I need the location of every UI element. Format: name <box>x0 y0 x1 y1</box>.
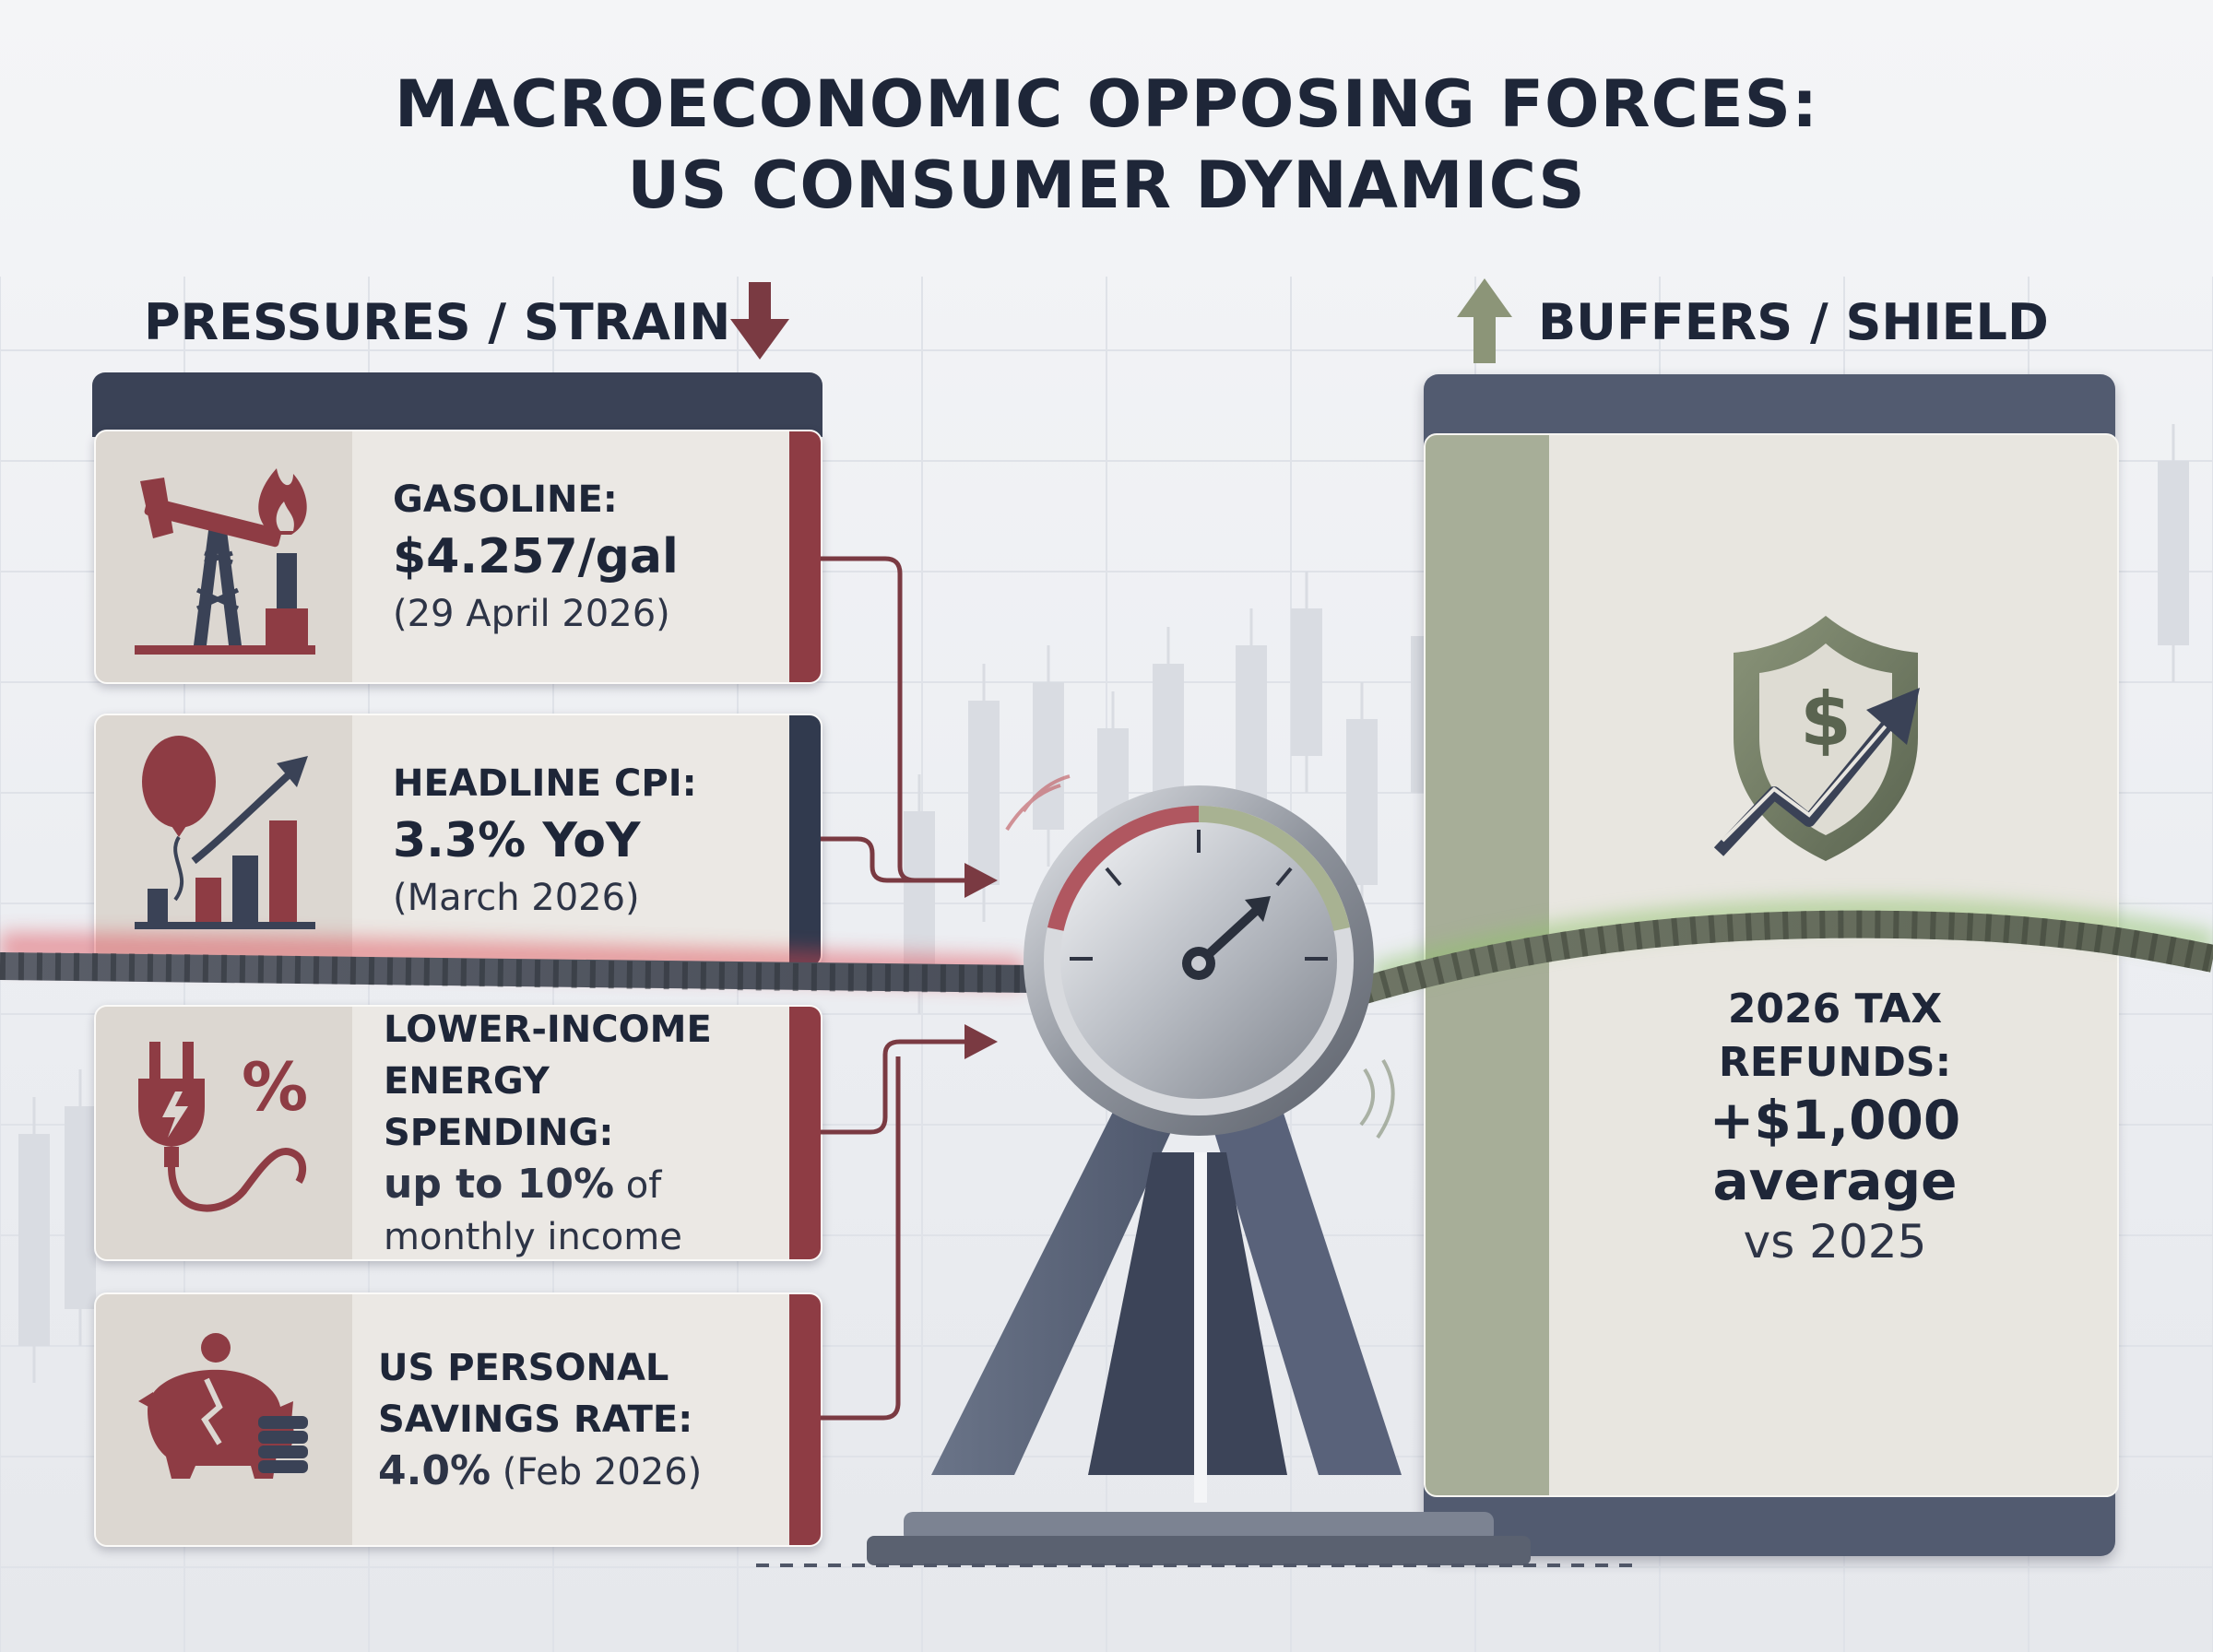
energy-value: up to 10% <box>384 1160 615 1208</box>
savings-label-line1: US PERSONAL <box>378 1346 669 1389</box>
gauge-balance-icon <box>1024 785 1374 1136</box>
buffers-heading: BUFFERS / SHIELD <box>1538 293 2049 351</box>
pressures-panel-header <box>92 372 822 437</box>
pressure-connectors <box>821 556 977 1421</box>
power-plug-percent-icon: % <box>138 1042 308 1212</box>
down-arrow-icon <box>730 282 789 360</box>
savings-value: 4.0% <box>378 1446 491 1494</box>
page-title-line2: US CONSUMER DYNAMICS <box>627 148 1586 223</box>
pressures-heading: PRESSURES / STRAIN <box>144 293 731 351</box>
savings-label-line2: SAVINGS RATE: <box>378 1398 693 1441</box>
energy-spending-card: LOWER-INCOME ENERGY SPENDING: up to 10% … <box>94 1005 822 1261</box>
tax-refunds-label-line2: REFUNDS: <box>1718 1039 1952 1086</box>
tax-refunds-value-unit: average <box>1712 1150 1958 1212</box>
savings-date: (Feb 2026) <box>491 1450 703 1493</box>
vibration-marks <box>1005 774 1071 832</box>
vibration-marks-right <box>1359 1058 1395 1139</box>
dollar-icon-glyph: $ <box>1800 677 1852 762</box>
oil-pump-flame-icon <box>135 468 315 655</box>
tax-refunds-text: 2026 TAX REFUNDS: +$1,000 average vs 202… <box>1623 983 2047 1272</box>
tax-refunds-comparison: vs 2025 <box>1743 1215 1927 1268</box>
energy-value-suffix: of <box>614 1163 662 1207</box>
savings-value-line: 4.0% (Feb 2026) <box>378 1446 778 1498</box>
left-rope <box>0 952 1034 993</box>
tax-refunds-value: +$1,000 <box>1709 1089 1961 1151</box>
cpi-value: 3.3% YoY <box>393 813 641 868</box>
percent-icon-glyph: % <box>242 1048 308 1126</box>
gasoline-value: $4.257/gal <box>393 529 679 584</box>
shield-dollar-growth-icon: $ <box>1713 616 1920 861</box>
energy-value-line: up to 10% of <box>384 1159 784 1211</box>
broken-piggy-bank-icon <box>138 1333 308 1479</box>
gauge-stand <box>756 1051 1641 1567</box>
energy-label-line2: ENERGY SPENDING: <box>384 1059 614 1154</box>
right-rope <box>1360 910 2213 1004</box>
page-title-line1: MACROECONOMIC OPPOSING FORCES: <box>394 66 1819 142</box>
balloon-bar-chart-icon <box>135 736 315 929</box>
cpi-date: (March 2026) <box>393 877 640 919</box>
tax-refunds-label-line1: 2026 TAX <box>1727 985 1943 1032</box>
gasoline-date: (29 April 2026) <box>393 593 670 635</box>
energy-note: monthly income <box>384 1215 682 1258</box>
connector-arrow-bottom <box>964 1024 998 1059</box>
gasoline-label: GASOLINE: <box>393 478 618 521</box>
cpi-label: HEADLINE CPI: <box>393 762 697 805</box>
up-arrow-icon <box>1457 278 1512 363</box>
energy-label-line1: LOWER-INCOME <box>384 1008 712 1051</box>
connector-arrow-top <box>964 863 998 898</box>
